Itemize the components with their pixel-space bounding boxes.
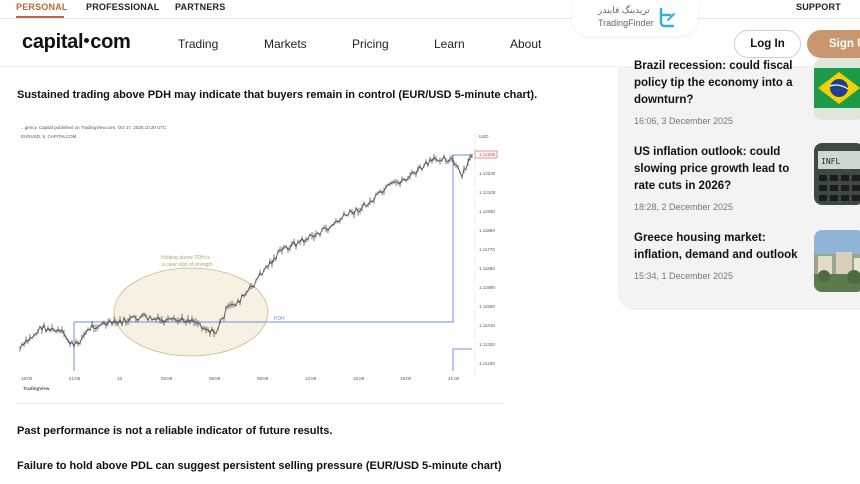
nav-learn[interactable]: Learn xyxy=(434,37,465,51)
related-news-sidebar: Brazil recession: could fiscal policy ti… xyxy=(618,58,860,310)
capital-com-logo[interactable]: capital com xyxy=(22,31,131,54)
pdh-label: PDH xyxy=(274,316,285,322)
chart-annotation-line1: Holding above PDH is xyxy=(161,255,210,261)
x-tick-label: 12:00 xyxy=(305,376,317,381)
candle-ticks xyxy=(19,153,473,352)
x-tick-label: 03:00 xyxy=(161,376,173,381)
strength-zone-ellipse xyxy=(113,267,269,357)
x-tick-label: 15:00 xyxy=(353,376,365,381)
chart-publisher-line: ...gency. Capital published on TradingVi… xyxy=(21,125,167,130)
y-tick-label: 1.11930 xyxy=(479,209,495,214)
nav-about[interactable]: About xyxy=(510,37,542,51)
last-price-tag xyxy=(474,150,498,159)
y-tick-label: 1.11410 xyxy=(479,323,495,328)
nav-pricing[interactable]: Pricing xyxy=(352,37,389,51)
chart-last-price: 1.12285 xyxy=(479,152,496,157)
logo-dot xyxy=(84,38,90,44)
nav-markets[interactable]: Markets xyxy=(264,37,307,51)
chart-caption-top: Sustained trading above PDH may indicate… xyxy=(17,89,538,101)
watermark-text-en: TradingFinder xyxy=(598,18,654,28)
y-axis-ticks: 1.12230 1.12100 1.11930 1.11860 1.11770 1.116… xyxy=(479,171,496,366)
tab-partners[interactable]: PARTNERS xyxy=(175,2,226,12)
x-axis-ticks: 18:00 21:05 13 03:00 06:00 09:00 12:00 15:00 18:… xyxy=(21,376,460,381)
x-tick-label: 21:05 xyxy=(69,376,81,381)
y-tick-label: 1.11500 xyxy=(479,304,495,309)
tradingfinder-watermark: تریدینگ فایندر TradingFinder xyxy=(572,0,698,36)
chart-caption-bottom: Failure to hold above PDL can suggest pe… xyxy=(17,460,502,472)
signup-button[interactable]: Sign Up xyxy=(807,30,860,58)
support-link[interactable]: SUPPORT xyxy=(796,2,841,12)
x-tick-label: 09:00 xyxy=(257,376,269,381)
y-tick-label: 1.11680 xyxy=(479,266,495,271)
disclaimer-text: Past performance is not a reliable indic… xyxy=(17,425,333,437)
top-divider xyxy=(0,18,860,19)
svg-text:INFL: INFL xyxy=(821,157,840,166)
news-date-brazil: 16:06, 3 December 2025 xyxy=(634,116,734,126)
y-tick-label: 1.11860 xyxy=(479,228,495,233)
login-button[interactable]: Log In xyxy=(734,30,801,58)
y-tick-label: 1.12100 xyxy=(479,190,496,195)
watermark-text-fa: تریدینگ فایندر xyxy=(598,5,650,15)
nav-trading[interactable]: Trading xyxy=(178,37,219,51)
chart-currency: USD xyxy=(479,134,489,139)
tradingview-branding: TradingView xyxy=(23,386,50,391)
logo-left: capital xyxy=(22,31,84,53)
brazil-flag-icon xyxy=(814,58,860,120)
y-tick-label: 1.12230 xyxy=(479,171,496,176)
pdh-line xyxy=(74,154,472,323)
main-header: capital com Trading Markets Pricing Learn… xyxy=(0,19,860,67)
y-tick-label: 1.11320 xyxy=(479,342,495,347)
chart-symbol-line: EURUSD, 5, CAPITALCOM xyxy=(21,134,77,139)
calculator-icon: INFL xyxy=(814,143,860,205)
tradingfinder-logo-icon xyxy=(659,7,675,28)
x-tick-label: 06:00 xyxy=(209,376,221,381)
y-tick-label: 1.11590 xyxy=(479,285,495,290)
brazil-flag-thumbnail[interactable] xyxy=(814,58,860,120)
x-tick-label: 18:00 xyxy=(400,376,412,381)
x-tick-label: 13 xyxy=(117,376,123,381)
greece-street-icon xyxy=(814,230,860,292)
logo-right: com xyxy=(90,31,131,53)
x-tick-label: 18:00 xyxy=(21,376,33,381)
news-date-greece: 15:34, 1 December 2025 xyxy=(634,271,734,281)
tab-personal[interactable]: PERSONAL xyxy=(16,2,68,12)
greece-street-thumbnail[interactable] xyxy=(814,230,860,292)
chart-svg: 1.12230 1.12100 1.11930 1.11860 1.11770 1.116… xyxy=(19,133,498,381)
news-date-us-inflation: 18:28, 2 December 2025 xyxy=(634,202,734,212)
active-tab-indicator xyxy=(16,16,64,18)
news-title-brazil[interactable]: Brazil recession: could fiscal policy ti… xyxy=(634,60,793,106)
top-strip: PERSONAL PROFESSIONAL PARTNERS SUPPORT xyxy=(0,0,860,19)
y-tick-label: 1.11230 xyxy=(479,361,495,366)
tab-professional[interactable]: PROFESSIONAL xyxy=(86,2,160,12)
eurusd-chart-image: 1.12230 1.12100 1.11930 1.11860 1.11770 1.116… xyxy=(17,121,503,404)
x-tick-label: 21:05 xyxy=(448,376,460,381)
news-title-greece[interactable]: Greece housing market: inflation, demand… xyxy=(634,232,798,261)
y-tick-label: 1.11770 xyxy=(479,247,495,252)
chart-annotation-line2: a clear sign of strength xyxy=(162,262,213,268)
inflation-calculator-thumbnail[interactable]: INFL xyxy=(814,143,860,205)
news-title-us-inflation[interactable]: US inflation outlook: could slowing pric… xyxy=(634,146,790,192)
pdl-line xyxy=(452,348,472,371)
